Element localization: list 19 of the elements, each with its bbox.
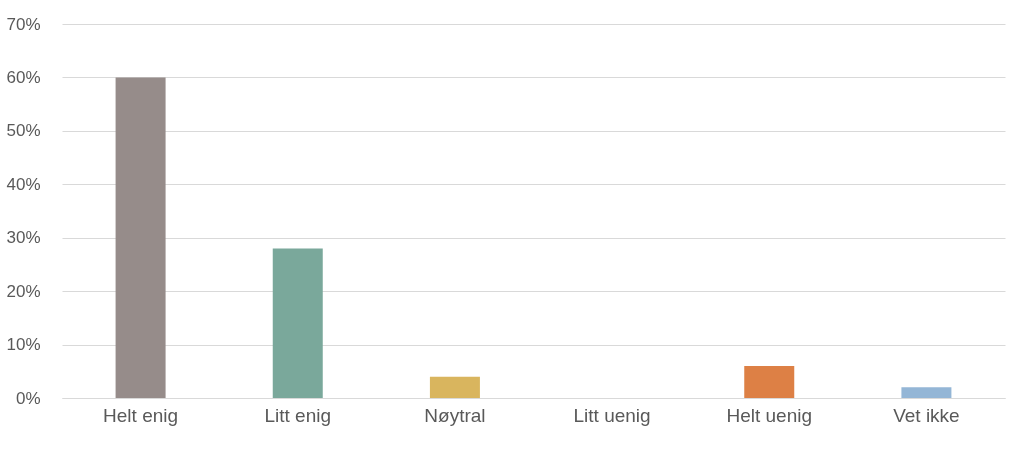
y-tick-label: 0% bbox=[15, 388, 41, 408]
bar bbox=[901, 387, 952, 398]
x-tick-label: Helt uenig bbox=[726, 404, 813, 426]
y-tick-label: 50% bbox=[6, 121, 41, 141]
x-tick-label: Litt enig bbox=[264, 404, 332, 426]
x-tick-label: Litt uenig bbox=[573, 404, 651, 426]
y-tick-label: 10% bbox=[6, 335, 41, 355]
y-tick-label: 70% bbox=[6, 14, 41, 34]
y-tick-label: 20% bbox=[6, 281, 41, 301]
bar bbox=[272, 248, 323, 398]
x-tick-label: Nøytral bbox=[424, 404, 486, 426]
y-tick-label: 40% bbox=[6, 174, 41, 194]
x-tick-label: Helt enig bbox=[103, 404, 179, 426]
bar bbox=[744, 365, 795, 398]
bar bbox=[429, 376, 480, 398]
y-tick-label: 30% bbox=[6, 228, 41, 248]
bar bbox=[115, 77, 166, 398]
y-tick-label: 60% bbox=[6, 67, 41, 87]
x-tick-label: Vet ikke bbox=[893, 404, 960, 426]
